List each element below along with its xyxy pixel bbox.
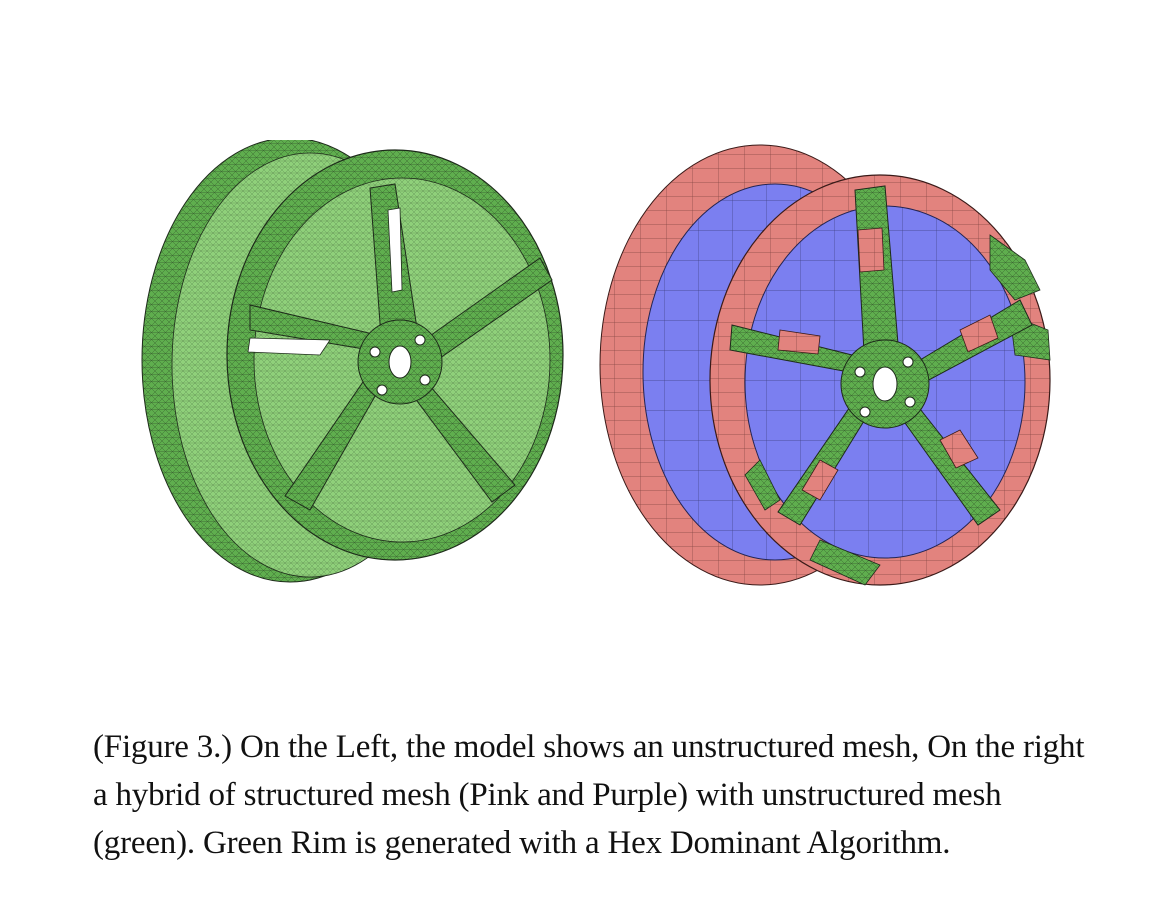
figure-caption: (Figure 3.) On the Left, the model shows… xyxy=(93,729,1085,861)
wheel-mesh-illustration xyxy=(141,137,1051,586)
right-wheel xyxy=(599,144,1051,586)
figure-image xyxy=(120,137,1060,620)
left-wheel xyxy=(141,137,564,583)
